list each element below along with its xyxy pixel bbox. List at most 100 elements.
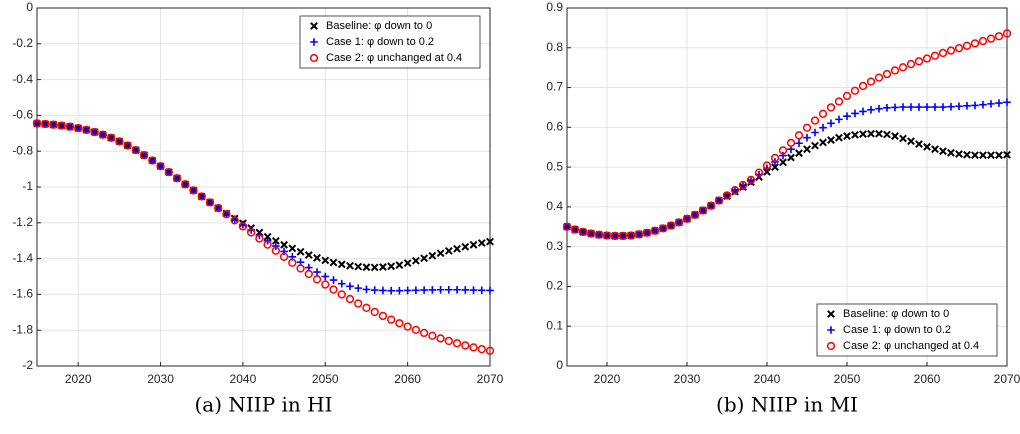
marker	[762, 161, 772, 170]
y-tick-label: -0.8	[12, 143, 33, 157]
marker	[859, 107, 867, 116]
marker	[362, 263, 371, 272]
marker	[486, 286, 494, 295]
marker	[32, 119, 42, 128]
marker	[106, 133, 116, 142]
marker	[90, 127, 99, 137]
marker	[379, 263, 387, 271]
marker	[444, 246, 453, 255]
marker	[279, 252, 289, 261]
marker	[395, 261, 404, 269]
marker	[131, 145, 140, 155]
marker	[173, 174, 181, 183]
marker	[811, 141, 819, 150]
marker	[795, 149, 803, 158]
marker	[469, 343, 478, 352]
marker	[189, 186, 198, 195]
marker	[986, 34, 996, 43]
marker	[222, 210, 231, 219]
marker	[304, 269, 313, 279]
marker	[851, 130, 859, 139]
marker	[362, 285, 371, 294]
marker	[963, 102, 971, 110]
marker	[907, 103, 915, 111]
marker	[811, 128, 819, 137]
marker	[271, 246, 281, 255]
legend-label: Case 2: φ unchanged at 0.4	[326, 52, 462, 64]
marker	[995, 99, 1003, 107]
x-tick-label: 2050	[834, 372, 861, 386]
marker	[453, 285, 461, 294]
marker	[643, 228, 651, 237]
marker	[477, 286, 486, 295]
marker	[891, 132, 899, 140]
marker	[49, 120, 58, 129]
marker	[658, 224, 668, 233]
marker	[906, 59, 916, 69]
marker	[690, 210, 700, 219]
marker	[453, 244, 461, 253]
marker	[370, 307, 379, 317]
marker	[41, 119, 50, 129]
marker	[461, 286, 470, 294]
marker	[436, 334, 445, 343]
marker	[851, 109, 859, 118]
marker	[578, 227, 588, 237]
marker	[962, 41, 972, 50]
y-tick-label: -1.4	[12, 251, 33, 265]
y-tick-label: 0	[26, 0, 33, 14]
marker	[412, 286, 420, 295]
marker	[428, 331, 437, 340]
marker	[346, 261, 354, 270]
marker	[164, 167, 173, 177]
y-tick-label: 0.9	[546, 0, 563, 14]
marker	[827, 310, 835, 318]
y-tick-label: 0.2	[546, 279, 563, 293]
legend-box	[816, 303, 998, 357]
marker	[818, 109, 828, 118]
marker	[746, 175, 756, 184]
marker	[730, 186, 740, 195]
x-tick-label: 2020	[594, 372, 621, 386]
marker	[263, 232, 272, 241]
marker	[337, 290, 346, 299]
marker	[189, 186, 198, 195]
marker	[794, 131, 804, 140]
marker	[738, 180, 748, 190]
marker	[403, 322, 412, 331]
marker	[931, 103, 939, 111]
marker	[947, 148, 955, 157]
marker	[288, 258, 297, 267]
marker	[238, 222, 248, 231]
marker	[899, 103, 907, 111]
marker	[570, 225, 580, 234]
legend-label: Case 2: φ unchanged at 0.4	[843, 340, 979, 352]
marker	[915, 140, 923, 148]
marker	[987, 151, 995, 160]
marker	[883, 104, 891, 112]
marker	[835, 133, 843, 142]
series	[562, 29, 1012, 241]
marker	[787, 153, 795, 162]
marker	[850, 86, 860, 95]
marker	[939, 103, 947, 111]
marker	[403, 259, 412, 267]
marker	[461, 341, 470, 350]
y-tick-label: 0.6	[546, 120, 563, 134]
marker	[971, 101, 979, 110]
marker	[954, 44, 964, 53]
y-tick-label: -1.8	[12, 322, 33, 336]
marker	[263, 240, 272, 249]
marker	[132, 146, 140, 154]
marker	[867, 106, 875, 114]
marker	[579, 228, 587, 236]
marker	[634, 230, 644, 239]
x-tick-label: 2060	[394, 372, 421, 386]
marker	[41, 120, 50, 128]
marker	[337, 279, 346, 288]
marker	[594, 230, 604, 239]
marker	[246, 228, 256, 237]
marker	[99, 130, 107, 139]
marker	[57, 121, 66, 130]
marker	[346, 282, 354, 291]
